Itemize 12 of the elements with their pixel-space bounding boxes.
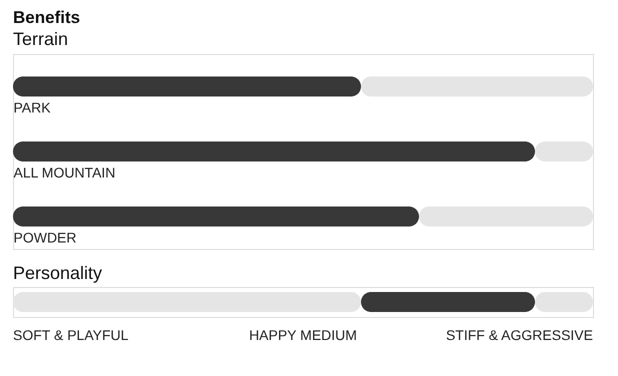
- chart-title: Personality: [13, 263, 102, 283]
- y-tick-label: ALL MOUNTAIN: [14, 164, 116, 180]
- text: STIFF & AGGRESSIVE: [446, 327, 593, 343]
- y-tick-label: POWDER: [14, 230, 76, 246]
- text: HAPPY MEDIUM: [249, 327, 357, 343]
- bar: [13, 76, 361, 96]
- y-tick-label: PARK: [14, 100, 52, 116]
- text: SOFT & PLAYFUL: [13, 327, 129, 343]
- bar: [13, 142, 535, 162]
- chart-subtitle: Terrain: [13, 29, 68, 49]
- chart-title: Benefits: [13, 8, 80, 27]
- bar: [13, 206, 419, 226]
